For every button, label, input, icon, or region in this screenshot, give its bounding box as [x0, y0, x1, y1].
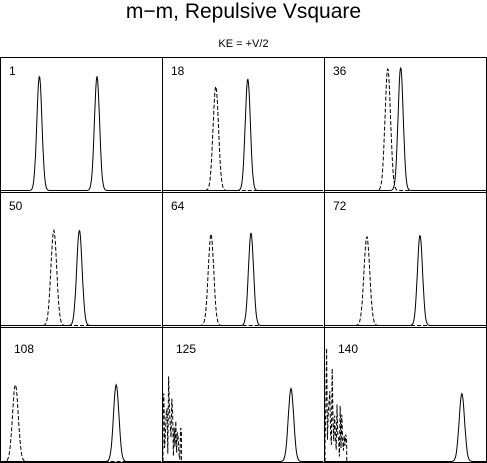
dashed-series-line — [325, 68, 486, 191]
panel-label: 72 — [333, 199, 347, 213]
panel-108: 108 — [1, 342, 161, 462]
panel-50: 50 — [1, 199, 161, 326]
panel-label: 50 — [9, 199, 23, 213]
dashed-series-line — [163, 232, 323, 326]
panel-18: 18 — [163, 64, 323, 191]
chart-title: m−m, Repulsive Vsquare — [125, 0, 362, 23]
panel-label: 1 — [9, 64, 16, 78]
panels-layer: 1 18 36 50 64 72 108 125 140 — [1, 64, 486, 462]
panel-140: 140 — [324, 342, 486, 462]
chart-subtitle: KE = +V/2 — [218, 38, 269, 50]
solid-series-line — [1, 229, 161, 326]
solid-series-line — [1, 75, 161, 191]
dashed-series-line — [324, 348, 348, 462]
panel-label: 125 — [176, 342, 196, 356]
solid-series-line — [1, 383, 161, 462]
solid-series-line — [163, 78, 323, 191]
panel-72: 72 — [325, 199, 486, 326]
dashed-series-line — [325, 236, 486, 326]
panel-36: 36 — [325, 64, 486, 191]
solid-series-line — [325, 234, 486, 326]
panel-label: 108 — [14, 342, 34, 356]
solid-series-line — [325, 392, 486, 462]
panel-125: 125 — [162, 342, 323, 462]
solid-series-line — [163, 386, 323, 462]
panel-1: 1 — [1, 64, 161, 191]
grid-frame — [0, 57, 487, 463]
panel-label: 140 — [338, 342, 358, 356]
dashed-series-line — [162, 376, 182, 462]
dashed-series-line — [163, 84, 323, 191]
dashed-series-line — [1, 228, 161, 326]
panel-64: 64 — [163, 199, 323, 326]
panel-label: 18 — [171, 64, 185, 78]
solid-series-line — [163, 232, 323, 326]
solid-series-line — [325, 67, 486, 191]
dashed-series-line — [1, 384, 161, 462]
panel-label: 64 — [171, 199, 185, 213]
panel-label: 36 — [333, 64, 347, 78]
